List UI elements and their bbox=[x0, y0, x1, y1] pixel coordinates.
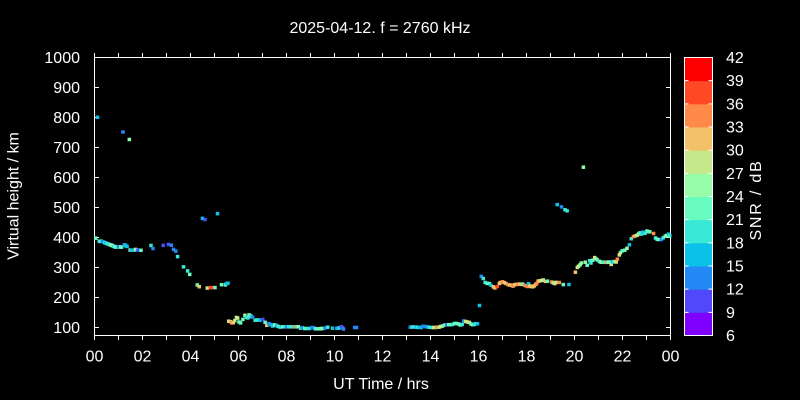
svg-text:36: 36 bbox=[726, 96, 744, 113]
svg-text:21: 21 bbox=[726, 212, 744, 229]
svg-text:12: 12 bbox=[726, 282, 744, 299]
svg-text:39: 39 bbox=[726, 73, 744, 90]
svg-text:04: 04 bbox=[182, 349, 200, 366]
svg-text:18: 18 bbox=[726, 235, 744, 252]
svg-text:16: 16 bbox=[470, 349, 488, 366]
svg-text:800: 800 bbox=[53, 110, 80, 127]
svg-text:300: 300 bbox=[53, 260, 80, 277]
svg-text:20: 20 bbox=[566, 349, 584, 366]
svg-text:UT Time / hrs: UT Time / hrs bbox=[333, 376, 429, 393]
svg-text:100: 100 bbox=[53, 320, 80, 337]
svg-text:22: 22 bbox=[614, 349, 632, 366]
svg-text:30: 30 bbox=[726, 143, 744, 160]
svg-text:24: 24 bbox=[726, 189, 744, 206]
svg-text:9: 9 bbox=[726, 305, 735, 322]
svg-text:18: 18 bbox=[518, 349, 536, 366]
svg-text:SNR / dB: SNR / dB bbox=[748, 159, 765, 240]
svg-text:900: 900 bbox=[53, 80, 80, 97]
svg-text:33: 33 bbox=[726, 120, 744, 137]
svg-text:27: 27 bbox=[726, 166, 744, 183]
svg-text:500: 500 bbox=[53, 200, 80, 217]
svg-text:06: 06 bbox=[230, 349, 248, 366]
svg-text:00: 00 bbox=[86, 349, 104, 366]
svg-text:400: 400 bbox=[53, 230, 80, 247]
svg-text:14: 14 bbox=[422, 349, 440, 366]
svg-text:00: 00 bbox=[662, 349, 680, 366]
svg-text:02: 02 bbox=[134, 349, 152, 366]
svg-text:Virtual height / km: Virtual height / km bbox=[6, 132, 23, 260]
svg-text:200: 200 bbox=[53, 290, 80, 307]
svg-text:08: 08 bbox=[278, 349, 296, 366]
svg-text:1000: 1000 bbox=[44, 50, 80, 67]
svg-text:2025-04-12. f = 2760 kHz: 2025-04-12. f = 2760 kHz bbox=[289, 20, 470, 37]
svg-text:15: 15 bbox=[726, 259, 744, 276]
svg-text:12: 12 bbox=[374, 349, 392, 366]
svg-text:10: 10 bbox=[326, 349, 344, 366]
svg-text:42: 42 bbox=[726, 50, 744, 67]
svg-text:600: 600 bbox=[53, 170, 80, 187]
svg-text:700: 700 bbox=[53, 140, 80, 157]
svg-text:6: 6 bbox=[726, 328, 735, 345]
